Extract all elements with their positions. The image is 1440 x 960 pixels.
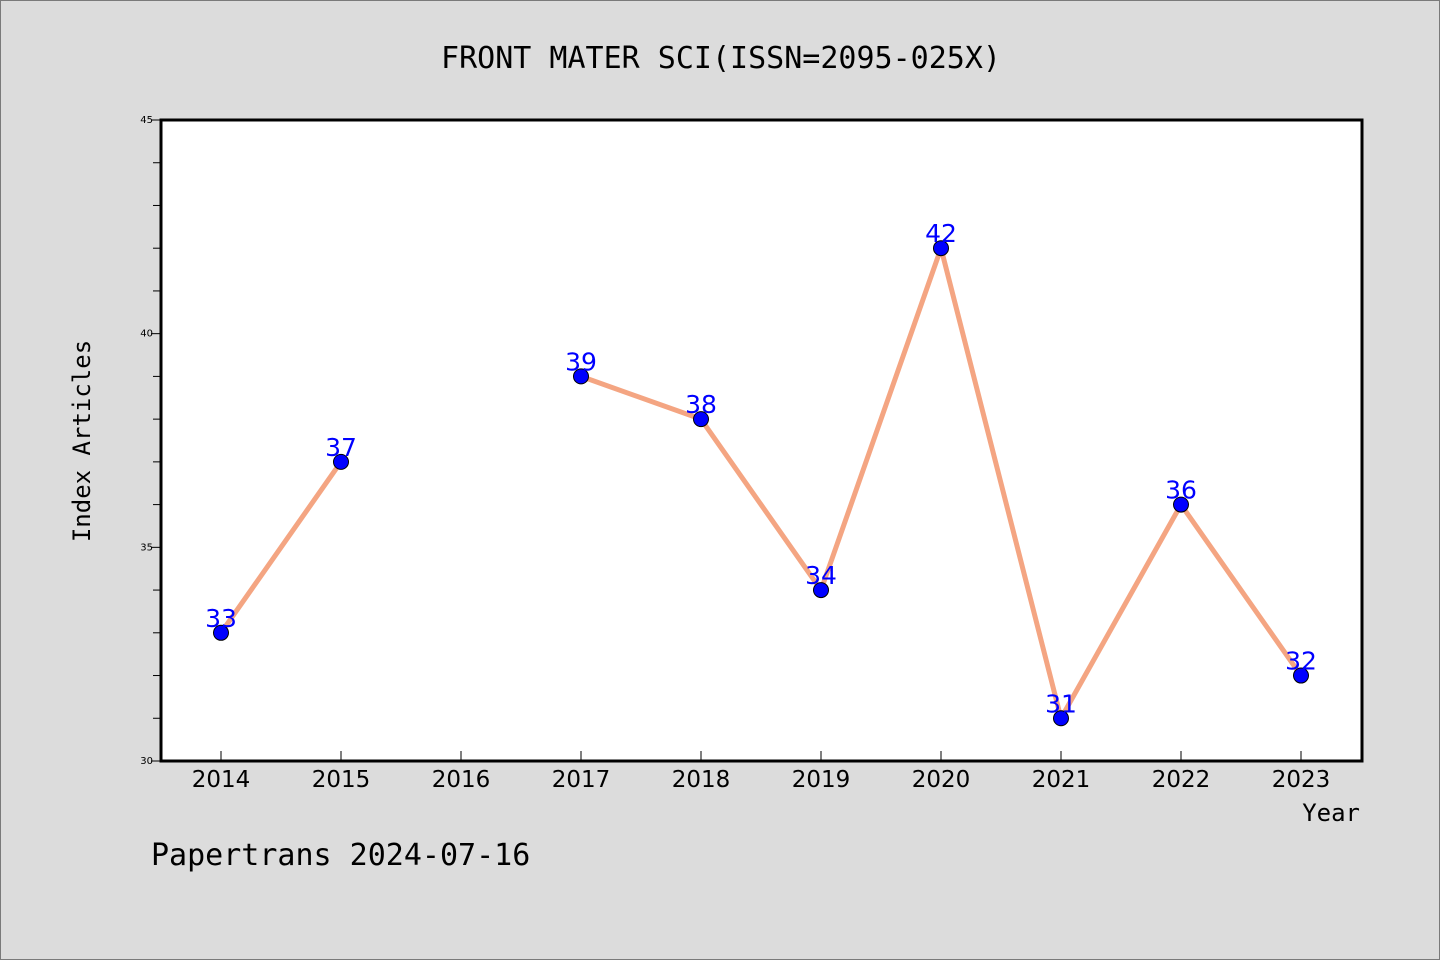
data-point [573,368,589,385]
data-label: 32 [1285,647,1317,676]
x-axis: 2014 2015 2016 2017 2018 2019 2020 2021 2022 2023 [192,751,1331,793]
x-tick-label: 2020 [912,767,971,793]
x-tick-label: 2016 [432,767,491,793]
data-label: 34 [805,561,837,590]
data-label: 36 [1165,476,1197,505]
y-tick-label: 35 [140,542,153,553]
x-tick-label: 2019 [792,767,851,793]
x-tick-label: 2022 [1152,767,1211,793]
chart-title: FRONT MATER SCI(ISSN=2095-025X) [441,41,1001,76]
data-point [813,582,829,599]
data-point [333,453,349,470]
data-label: 42 [925,219,957,248]
y-axis-title: Index Articles [68,340,96,542]
x-tick-label: 2017 [552,767,611,793]
data-point [213,624,229,641]
data-point [693,411,709,428]
series-line [218,459,344,636]
y-axis: 30 35 40 45 [140,115,161,767]
data-point [1293,667,1309,684]
y-tick-label: 40 [140,329,153,340]
data-label: 39 [565,347,597,376]
data-point [1053,710,1069,727]
x-tick-label: 2023 [1272,767,1331,793]
data-label: 33 [205,604,237,633]
data-point [933,240,949,257]
data-label: 37 [325,433,357,462]
data-point [1173,496,1189,513]
x-tick-label: 2014 [192,767,251,793]
marker-layer [213,240,1309,727]
x-tick-label: 2021 [1032,767,1091,793]
footer-credit: Papertrans 2024-07-16 [151,838,530,873]
y-tick-label: 30 [140,756,153,767]
x-axis-title: Year [1302,799,1360,827]
y-tick-label: 45 [140,115,153,126]
x-tick-label: 2018 [672,767,731,793]
data-label: 31 [1045,689,1077,718]
x-tick-label: 2015 [312,767,371,793]
label-layer: 33 37 39 38 34 42 31 36 32 [205,219,1317,718]
data-label: 38 [685,390,717,419]
plot-area [159,118,1364,763]
